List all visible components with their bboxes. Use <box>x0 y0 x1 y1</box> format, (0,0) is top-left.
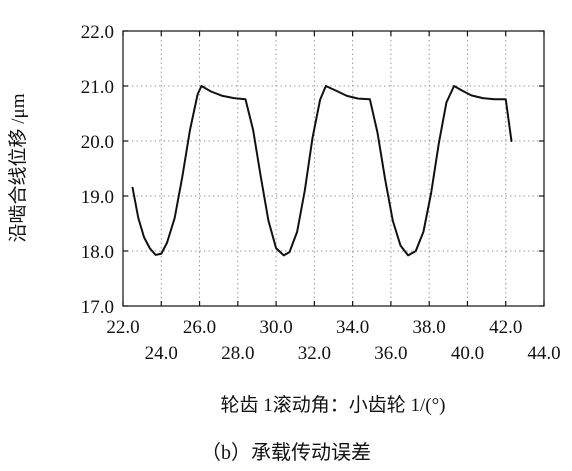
series-line-1 <box>131 85 513 257</box>
series-layer <box>131 85 513 257</box>
grid-layer <box>123 31 544 306</box>
x-tick-label: 30.0 <box>259 317 292 338</box>
x-tick-label: 22.0 <box>106 317 139 338</box>
x-tick-label: 28.0 <box>221 343 254 364</box>
x-tick-label: 38.0 <box>413 317 446 338</box>
y-tick-label: 21.0 <box>81 77 114 98</box>
x-tick-label: 36.0 <box>374 343 407 364</box>
figure-caption: （b）承载传动误差 <box>201 441 371 464</box>
x-tick-label: 34.0 <box>336 317 369 338</box>
x-tick-label: 40.0 <box>451 343 484 364</box>
y-tick-label: 17.0 <box>81 297 114 318</box>
x-tick-label: 42.0 <box>489 317 522 338</box>
x-tick-label: 44.0 <box>527 343 560 364</box>
tick-marks <box>122 30 545 307</box>
plot-frame <box>122 30 545 307</box>
tick-labels: 17.0 18.0 19.0 20.0 21.0 22.0 22.0 26.0 30.0 34.0… <box>81 22 561 364</box>
x-tick-label: 32.0 <box>298 343 331 364</box>
x-tick-label: 24.0 <box>145 343 178 364</box>
y-tick-label: 22.0 <box>81 22 114 43</box>
y-tick-label: 18.0 <box>81 242 114 263</box>
y-axis-title: 沿啮合线位移 /μm <box>7 93 29 242</box>
y-tick-label: 20.0 <box>81 132 114 153</box>
x-axis-title: 轮齿 1滚动角：小齿轮 1/(°) <box>220 394 445 416</box>
y-tick-label: 19.0 <box>81 187 114 208</box>
x-tick-label: 26.0 <box>183 317 216 338</box>
